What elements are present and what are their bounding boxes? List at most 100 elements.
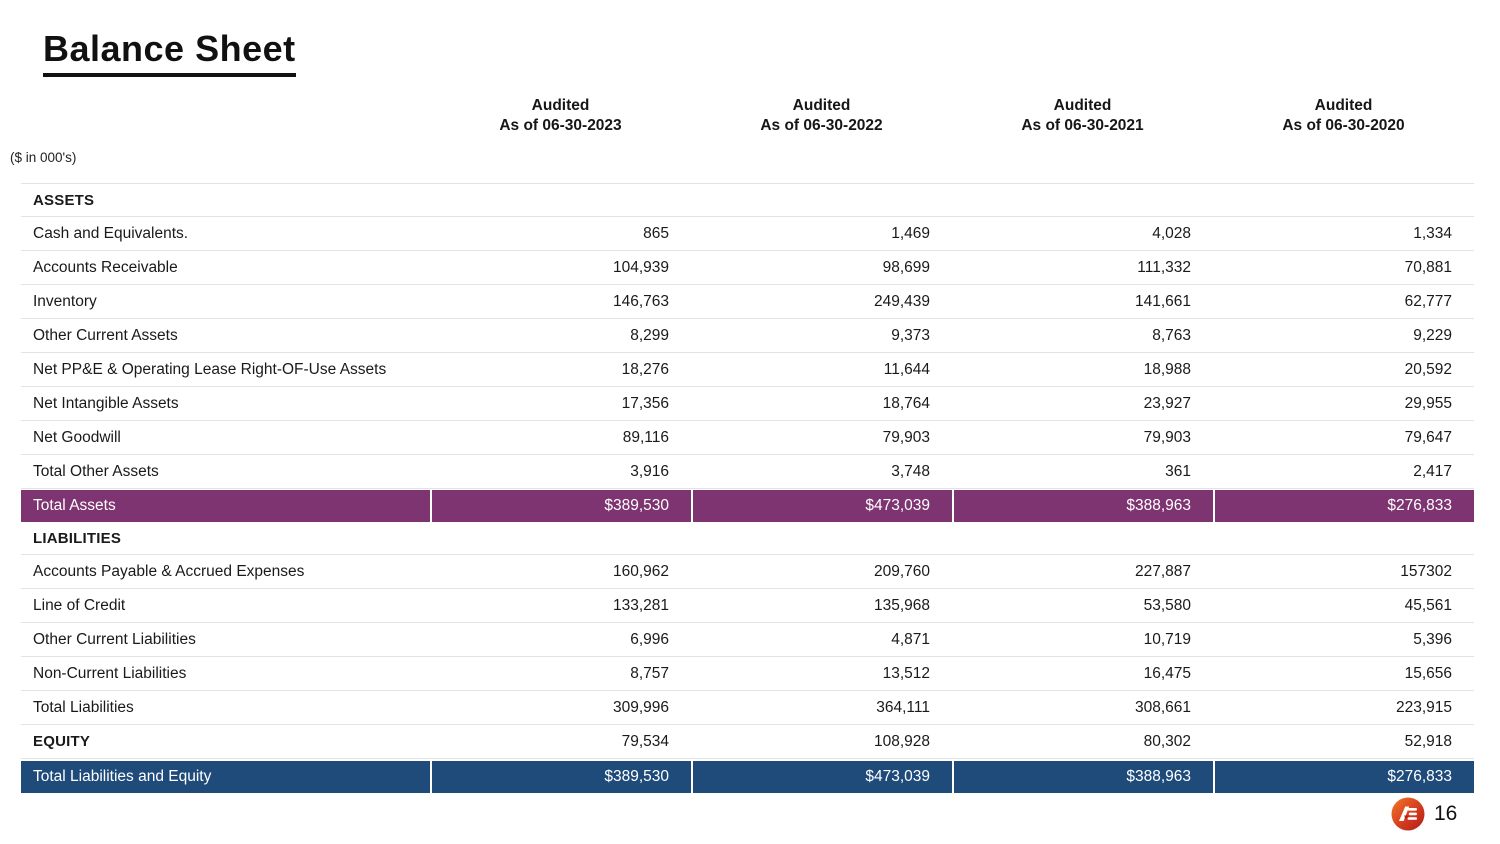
- row-value: 160,962: [612, 562, 669, 580]
- row-value: 8,757: [630, 664, 669, 682]
- column-headers: Audited As of 06-30-2023 Audited As of 0…: [430, 96, 1474, 136]
- page-number: 16: [1434, 802, 1458, 825]
- row-value: 146,763: [612, 292, 669, 310]
- row-value: 223,915: [1395, 698, 1452, 716]
- row-value: 2,417: [1413, 462, 1452, 480]
- row-value: 249,439: [873, 292, 930, 310]
- row-value: 9,229: [1413, 326, 1452, 344]
- row-value: $388,963: [952, 761, 1213, 793]
- row-value: 79,534: [621, 732, 669, 750]
- row-value: 18,988: [1143, 360, 1191, 378]
- row-value: 1,334: [1413, 224, 1452, 242]
- row-label: Total Liabilities and Equity: [33, 768, 212, 785]
- table-row: Total Liabilities 309,996 364,111 308,661 22…: [21, 691, 1474, 725]
- row-value: 133,281: [612, 596, 669, 614]
- total-assets-row: Total Assets $389,530 $473,039 $388,963 $276…: [21, 490, 1474, 522]
- row-label: ASSETS: [33, 191, 95, 209]
- row-label: Net PP&E & Operating Lease Right-OF-Use …: [33, 360, 387, 378]
- row-value: 108,928: [873, 732, 930, 750]
- table-row: Other Current Liabilities 6,996 4,871 10,71…: [21, 623, 1474, 657]
- row-value: 15,656: [1404, 664, 1452, 682]
- table-row: Cash and Equivalents. 865 1,469 4,028 1,334: [21, 217, 1474, 251]
- table-row: Accounts Payable & Accrued Expenses 160,9…: [21, 555, 1474, 589]
- table-row: Accounts Receivable 104,939 98,699 111,332 7…: [21, 251, 1474, 285]
- table-row: EQUITY 79,534 108,928 80,302 52,918: [21, 725, 1474, 759]
- row-label: Accounts Payable & Accrued Expenses: [33, 562, 305, 580]
- row-value: 52,918: [1404, 732, 1452, 750]
- row-value: 9,373: [891, 326, 930, 344]
- row-value: 16,475: [1143, 664, 1191, 682]
- units-note: ($ in 000's): [10, 150, 77, 165]
- row-value: 309,996: [612, 698, 669, 716]
- row-value: 80,302: [1143, 732, 1191, 750]
- row-value: 4,028: [1152, 224, 1191, 242]
- header-line: As of 06-30-2021: [1021, 117, 1144, 134]
- row-value: 227,887: [1134, 562, 1191, 580]
- row-value: 23,927: [1143, 394, 1191, 412]
- row-value: 17,356: [621, 394, 669, 412]
- total-liabilities-equity-row: Total Liabilities and Equity $389,530 $473…: [21, 761, 1474, 793]
- header-line: Audited: [792, 97, 851, 114]
- row-value: $473,039: [691, 761, 952, 793]
- row-value: 8,299: [630, 326, 669, 344]
- balance-sheet-table: ASSETS Cash and Equivalents. 865 1,469 4,028…: [21, 183, 1474, 793]
- table-row: Non-Current Liabilities 8,757 13,512 16,475…: [21, 657, 1474, 691]
- row-value: 18,764: [882, 394, 930, 412]
- header-line: As of 06-30-2023: [499, 117, 622, 134]
- page-title: Balance Sheet: [43, 28, 296, 77]
- row-label: Cash and Equivalents.: [33, 224, 189, 242]
- row-value: $473,039: [691, 490, 952, 522]
- row-value: 29,955: [1404, 394, 1452, 412]
- row-value: 13,512: [882, 664, 930, 682]
- section-header-row: LIABILITIES: [21, 522, 1474, 555]
- row-label: Inventory: [33, 292, 97, 310]
- row-label: Net Goodwill: [33, 428, 121, 446]
- row-value: 79,903: [882, 428, 930, 446]
- table-row: Other Current Assets 8,299 9,373 8,763 9,229: [21, 319, 1474, 353]
- column-header-2020: Audited As of 06-30-2020: [1213, 96, 1474, 136]
- row-value: 104,939: [612, 258, 669, 276]
- row-label: Line of Credit: [33, 596, 126, 614]
- row-value: 5,396: [1413, 630, 1452, 648]
- row-label: Total Other Assets: [33, 462, 159, 480]
- row-label: EQUITY: [33, 733, 91, 750]
- row-label: Net Intangible Assets: [33, 394, 179, 412]
- row-value: 364,111: [876, 698, 930, 716]
- row-value: 20,592: [1404, 360, 1452, 378]
- row-value: 98,699: [882, 258, 930, 276]
- row-value: 11,644: [883, 360, 930, 378]
- row-label: Other Current Liabilities: [33, 630, 196, 648]
- table-row: Total Other Assets 3,916 3,748 361 2,417: [21, 455, 1474, 489]
- column-header-2021: Audited As of 06-30-2021: [952, 96, 1213, 136]
- row-label: Other Current Assets: [33, 326, 178, 344]
- row-value: 135,968: [873, 596, 930, 614]
- slide-footer: 16: [1391, 797, 1457, 831]
- header-line: Audited: [1314, 97, 1373, 114]
- row-value: 18,276: [621, 360, 669, 378]
- row-value: 79,903: [1143, 428, 1191, 446]
- row-value: 62,777: [1404, 292, 1452, 310]
- row-value: 3,916: [630, 462, 669, 480]
- row-value: $389,530: [430, 761, 691, 793]
- table-row: Net Intangible Assets 17,356 18,764 23,927 2…: [21, 387, 1474, 421]
- row-value: 53,580: [1143, 596, 1191, 614]
- table-row: Inventory 146,763 249,439 141,661 62,777: [21, 285, 1474, 319]
- row-value: 4,871: [891, 630, 930, 648]
- row-value: 45,561: [1404, 596, 1452, 614]
- row-value: 361: [1165, 462, 1191, 480]
- row-value: 8,763: [1152, 326, 1191, 344]
- row-value: $276,833: [1213, 490, 1474, 522]
- row-label: LIABILITIES: [33, 529, 122, 547]
- column-header-2023: Audited As of 06-30-2023: [430, 96, 691, 136]
- row-value: $276,833: [1213, 761, 1474, 793]
- column-header-2022: Audited As of 06-30-2022: [691, 96, 952, 136]
- ae-company-logo-icon: [1391, 797, 1425, 831]
- row-label: Non-Current Liabilities: [33, 664, 187, 682]
- row-value: 6,996: [630, 630, 669, 648]
- row-value: $388,963: [952, 490, 1213, 522]
- table-row: Line of Credit 133,281 135,968 53,580 45,561: [21, 589, 1474, 623]
- row-value: 157302: [1400, 562, 1452, 580]
- header-line: As of 06-30-2020: [1282, 117, 1405, 134]
- table-row: Net PP&E & Operating Lease Right-OF-Use …: [21, 353, 1474, 387]
